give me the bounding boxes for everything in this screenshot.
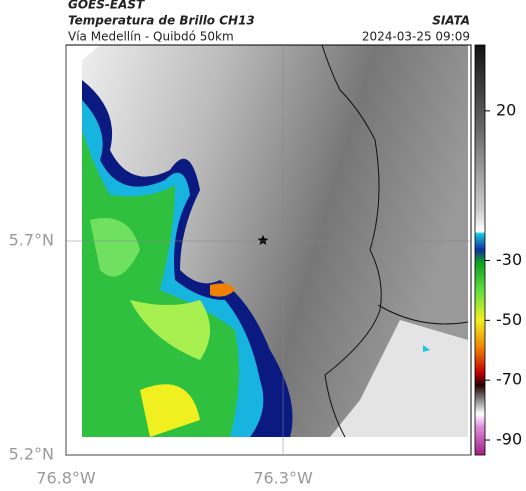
colorbar-tick-label: -50	[496, 310, 522, 329]
colorbar	[474, 44, 486, 456]
colorbar-tick-label: -70	[496, 370, 522, 389]
y-tick-label: 5.2°N	[9, 445, 54, 464]
location-label: Vía Medellín - Quibdó 50km	[68, 30, 234, 44]
product-label: Temperatura de Brillo CH13	[68, 14, 255, 28]
colorbar-tick-label: -90	[496, 430, 522, 449]
y-tick-label: 5.7°N	[9, 231, 54, 250]
location-marker	[257, 235, 269, 245]
agency-label: SIATA	[432, 14, 470, 28]
colorbar-tick-label: 20	[496, 100, 516, 119]
satellite-label: GOES-EAST	[68, 0, 145, 12]
x-tick-label: 76.3°W	[253, 469, 313, 488]
colorbar-tick-label: -30	[496, 250, 522, 269]
x-tick-label: 76.8°W	[36, 469, 96, 488]
datetime-label: 2024-03-25 09:09	[362, 30, 470, 44]
